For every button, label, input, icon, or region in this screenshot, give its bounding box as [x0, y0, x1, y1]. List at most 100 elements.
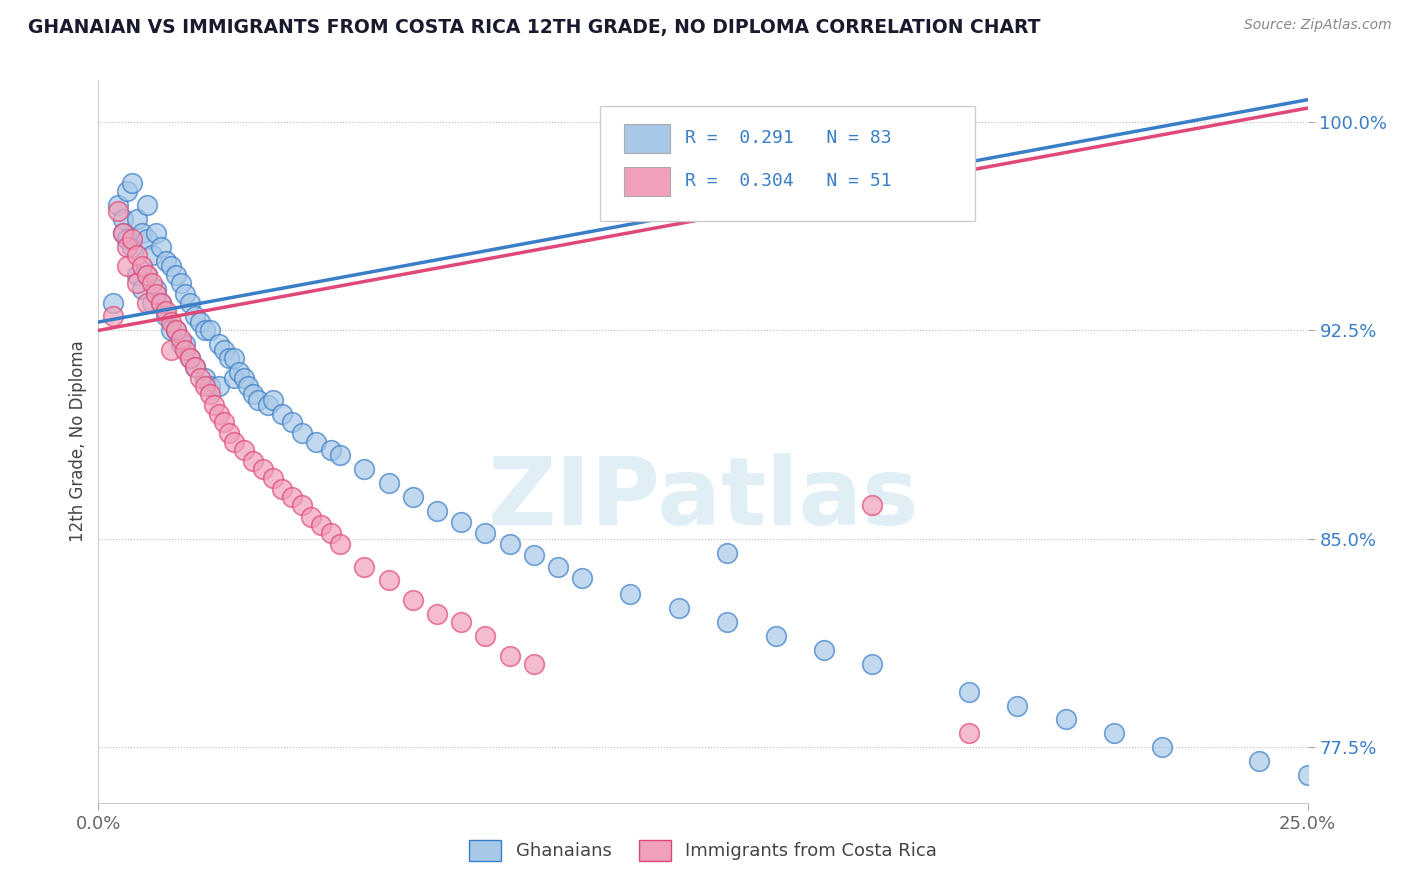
- Point: [377, 574, 399, 588]
- Point: [127, 268, 149, 282]
- Point: [402, 593, 425, 607]
- Point: [402, 490, 425, 504]
- Point: [194, 370, 217, 384]
- Point: [198, 379, 221, 393]
- Point: [198, 323, 221, 337]
- Point: [571, 571, 593, 585]
- FancyBboxPatch shape: [624, 124, 671, 153]
- Point: [117, 232, 139, 246]
- Point: [212, 343, 235, 357]
- FancyBboxPatch shape: [600, 105, 976, 221]
- Point: [204, 398, 226, 412]
- Point: [242, 387, 264, 401]
- Point: [188, 370, 211, 384]
- Point: [141, 248, 163, 262]
- Point: [329, 537, 352, 551]
- Point: [135, 295, 157, 310]
- Point: [150, 295, 173, 310]
- Point: [218, 351, 240, 366]
- Point: [271, 482, 294, 496]
- Point: [117, 240, 139, 254]
- Point: [127, 276, 149, 290]
- Point: [160, 260, 183, 274]
- Point: [135, 198, 157, 212]
- Point: [523, 657, 546, 671]
- Point: [150, 240, 173, 254]
- Point: [101, 295, 124, 310]
- Point: [121, 176, 143, 190]
- Point: [765, 629, 787, 643]
- Point: [222, 351, 245, 366]
- Point: [127, 212, 149, 227]
- Text: ZIPatlas: ZIPatlas: [488, 453, 918, 545]
- Point: [860, 499, 883, 513]
- Point: [262, 470, 284, 484]
- Point: [155, 310, 177, 324]
- Point: [160, 343, 183, 357]
- Point: [174, 287, 197, 301]
- Point: [252, 462, 274, 476]
- Point: [179, 351, 201, 366]
- Point: [668, 601, 690, 615]
- Y-axis label: 12th Grade, No Diploma: 12th Grade, No Diploma: [69, 341, 87, 542]
- Point: [117, 260, 139, 274]
- Point: [107, 198, 129, 212]
- Point: [498, 537, 520, 551]
- Point: [1102, 726, 1125, 740]
- Point: [309, 517, 332, 532]
- Point: [426, 504, 449, 518]
- Point: [957, 684, 980, 698]
- Point: [174, 343, 197, 357]
- Point: [247, 392, 270, 407]
- Point: [165, 323, 187, 337]
- Point: [1296, 768, 1319, 782]
- Point: [135, 232, 157, 246]
- Point: [256, 398, 278, 412]
- Point: [222, 434, 245, 449]
- Point: [169, 332, 191, 346]
- Point: [188, 315, 211, 329]
- Point: [135, 268, 157, 282]
- Point: [165, 268, 187, 282]
- Point: [450, 615, 472, 630]
- Point: [174, 337, 197, 351]
- Point: [860, 657, 883, 671]
- Point: [281, 490, 304, 504]
- Point: [813, 643, 835, 657]
- Point: [305, 434, 328, 449]
- Point: [232, 442, 254, 457]
- Point: [547, 559, 569, 574]
- Point: [208, 337, 231, 351]
- Point: [150, 295, 173, 310]
- Point: [299, 509, 322, 524]
- Point: [145, 282, 167, 296]
- Point: [155, 254, 177, 268]
- Point: [111, 226, 134, 240]
- Point: [228, 365, 250, 379]
- Point: [474, 629, 496, 643]
- Point: [232, 370, 254, 384]
- Point: [131, 260, 153, 274]
- Point: [290, 426, 312, 441]
- Point: [179, 351, 201, 366]
- Point: [107, 203, 129, 218]
- Point: [184, 310, 207, 324]
- Point: [281, 415, 304, 429]
- Point: [1249, 754, 1271, 768]
- Text: GHANAIAN VS IMMIGRANTS FROM COSTA RICA 12TH GRADE, NO DIPLOMA CORRELATION CHART: GHANAIAN VS IMMIGRANTS FROM COSTA RICA 1…: [28, 18, 1040, 37]
- Point: [716, 615, 738, 630]
- Point: [194, 379, 217, 393]
- Point: [145, 287, 167, 301]
- Point: [290, 499, 312, 513]
- Point: [619, 587, 641, 601]
- Point: [117, 185, 139, 199]
- Point: [127, 248, 149, 262]
- Point: [426, 607, 449, 621]
- Point: [121, 232, 143, 246]
- Point: [111, 226, 134, 240]
- Point: [155, 304, 177, 318]
- Point: [957, 726, 980, 740]
- Point: [212, 415, 235, 429]
- Point: [131, 282, 153, 296]
- Point: [184, 359, 207, 374]
